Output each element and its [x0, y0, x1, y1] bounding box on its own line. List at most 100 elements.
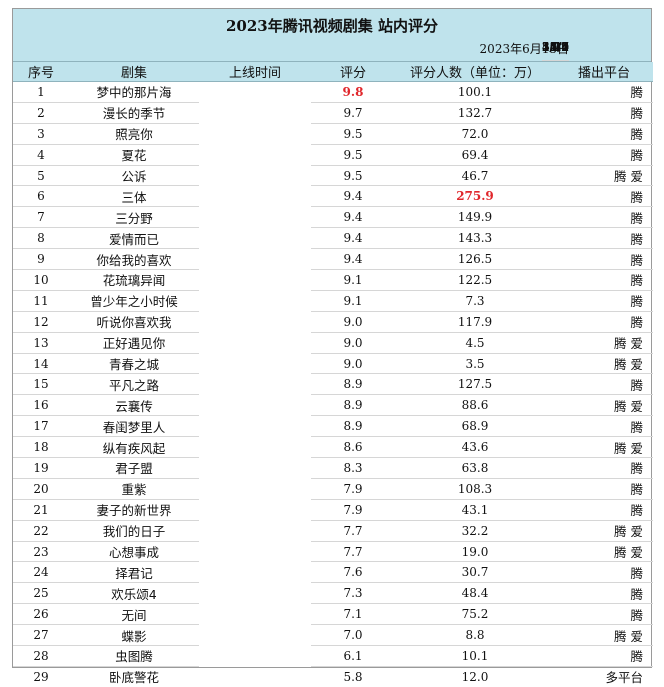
platform-cell: 腾 爱: [555, 520, 653, 542]
row-number-cell: 9: [13, 248, 69, 271]
table-row: 24 择君记 1/11 7.6 30.7 腾: [13, 40, 653, 584]
rating-count-cell: 4.5: [395, 332, 555, 354]
table-row: 27 蝶影 3/21 7.0 8.8 腾 爱: [13, 40, 653, 647]
ratings-table: 序号 剧集 上线时间 评分 评分人数（单位：万） 播出平台 1 梦中的那片海 6/1…: [13, 40, 653, 687]
table-row: 12 听说你喜欢我 2/10 9.0 117.9 腾: [13, 40, 653, 333]
row-number-cell: 22: [13, 520, 69, 542]
platform-cell: 腾 爱: [555, 165, 653, 187]
series-name-cell: 公诉: [69, 165, 199, 187]
table-row: 25 欢乐颂4 4/7 7.3 48.4 腾: [13, 40, 653, 605]
table-row: 4 夏花 2/13 9.5 69.4 腾: [13, 40, 653, 166]
table-row: 20 重紫 2/15 7.9 108.3 腾: [13, 40, 653, 500]
column-header-release-date: 上线时间: [199, 62, 311, 82]
score-cell: 7.0: [311, 624, 395, 647]
table-row: 2 漫长的季节 4/2 9.7 132.7 腾: [13, 40, 653, 124]
rating-count-cell: 48.4: [395, 582, 555, 605]
series-name-cell: 我们的日子: [69, 520, 199, 542]
rating-count-cell: 3.5: [395, 353, 555, 375]
table-row: 29 卧底警花 5/12 5.8 12.0 多平台: [13, 40, 653, 686]
score-cell: 8.9: [311, 415, 395, 438]
series-name-cell: 照亮你: [69, 123, 199, 145]
row-number-cell: 5: [13, 165, 69, 187]
row-number-cell: 17: [13, 415, 69, 438]
rating-count-cell: 32.2: [395, 520, 555, 542]
row-number-cell: 15: [13, 373, 69, 396]
score-cell: 9.4: [311, 206, 395, 229]
series-name-cell: 君子盟: [69, 457, 199, 479]
series-name-cell: 蝶影: [69, 624, 199, 647]
score-cell: 7.3: [311, 582, 395, 605]
rating-count-cell: 126.5: [395, 248, 555, 271]
rating-count-cell: 143.3: [395, 227, 555, 250]
rating-count-cell: 75.2: [395, 603, 555, 626]
table-row: 3 照亮你 6/2 9.5 72.0 腾: [13, 40, 653, 145]
series-name-cell: 择君记: [69, 561, 199, 584]
rating-count-cell: 8.8: [395, 624, 555, 647]
rating-count-cell: 43.6: [395, 436, 555, 459]
rating-count-cell: 275.9: [395, 185, 555, 208]
platform-cell: 腾 爱: [555, 353, 653, 375]
row-number-cell: 7: [13, 206, 69, 229]
rating-count-cell: 12.0: [461, 669, 489, 684]
platform-cell: 腾: [555, 269, 653, 291]
series-name-cell: 平凡之路: [69, 373, 199, 396]
rating-count-cell: 100.1: [395, 81, 555, 103]
rating-count-cell: 43.1: [395, 499, 555, 521]
platform-cell: 腾 爱: [555, 624, 653, 647]
platform-cell: 腾: [555, 81, 653, 103]
platform-cell: 腾: [555, 373, 653, 396]
series-name-cell: 曾少年之小时候: [69, 290, 199, 312]
row-number-cell: 29: [33, 669, 49, 684]
row-number-cell: 23: [13, 541, 69, 563]
rating-count-cell: 72.0: [395, 123, 555, 145]
platform-cell: 腾: [555, 561, 653, 584]
table-date: 2023年6月15日: [479, 42, 569, 56]
platform-cell: 腾: [555, 144, 653, 166]
row-number-cell: 24: [13, 561, 69, 584]
score-cell: 7.9: [311, 499, 395, 521]
rating-count-cell: 46.7: [395, 165, 555, 187]
row-number-cell: 13: [13, 332, 69, 354]
series-name-cell: 重紫: [69, 478, 199, 500]
score-cell: 8.6: [311, 436, 395, 459]
row-number-cell: 28: [13, 645, 69, 667]
score-cell: 9.0: [311, 353, 395, 375]
column-header-number: 序号: [13, 62, 69, 82]
row-number-cell: 2: [13, 102, 69, 124]
series-name-cell: 你给我的喜欢: [69, 248, 199, 271]
score-cell: 9.4: [311, 227, 395, 250]
series-name-cell: 心想事成: [69, 541, 199, 563]
platform-cell: 腾: [555, 603, 653, 626]
series-name-cell: 春闺梦里人: [69, 415, 199, 438]
table-row: 14 青春之城 4/12 9.0 3.5 腾 爱: [13, 40, 653, 375]
column-header-rating-count: 评分人数（单位：万）: [395, 62, 555, 82]
score-cell: 7.1: [311, 603, 395, 626]
column-header-score: 评分: [311, 62, 395, 82]
series-name-cell: 欢乐颂4: [69, 582, 199, 605]
table-row: 11 曾少年之小时候 2/27 9.1 7.3 腾: [13, 40, 653, 312]
series-name-cell: 漫长的季节: [69, 102, 199, 124]
title-bar: 2023年腾讯视频剧集 站内评分 2023年6月15日: [13, 9, 651, 62]
row-number-cell: 27: [13, 624, 69, 647]
table-row: 23 心想事成 3/9 7.7 19.0 腾 爱: [13, 40, 653, 563]
rating-count-cell: 63.8: [395, 457, 555, 479]
score-cell: 9.4: [311, 185, 395, 208]
table-row: 22 我们的日子 2/6 7.7 32.2 腾 爱: [13, 40, 653, 542]
rating-count-cell: 117.9: [395, 311, 555, 333]
score-cell: 7.7: [311, 520, 395, 542]
platform-cell: 腾: [555, 185, 653, 208]
table-row: 8 爱情而已 3/27 9.4 143.3 腾: [13, 40, 653, 250]
table-row: 17 春闺梦里人 3/21 8.9 68.9 腾: [13, 40, 653, 438]
score-cell: 9.0: [311, 311, 395, 333]
score-cell: 7.9: [311, 478, 395, 500]
rating-count-cell: 69.4: [395, 144, 555, 166]
row-number-cell: 14: [13, 353, 69, 375]
series-name-cell: 三体: [69, 185, 199, 208]
row-number-cell: 3: [13, 123, 69, 145]
rating-count-cell: 68.9: [395, 415, 555, 438]
platform-cell: 腾: [555, 582, 653, 605]
platform-cell: 腾: [555, 457, 653, 479]
table-row: 6 三体 1/15 9.4 275.9 腾: [13, 40, 653, 208]
table-row: 19 君子盟 1/30 8.3 63.8 腾: [13, 40, 653, 479]
series-name-cell: 听说你喜欢我: [69, 311, 199, 333]
